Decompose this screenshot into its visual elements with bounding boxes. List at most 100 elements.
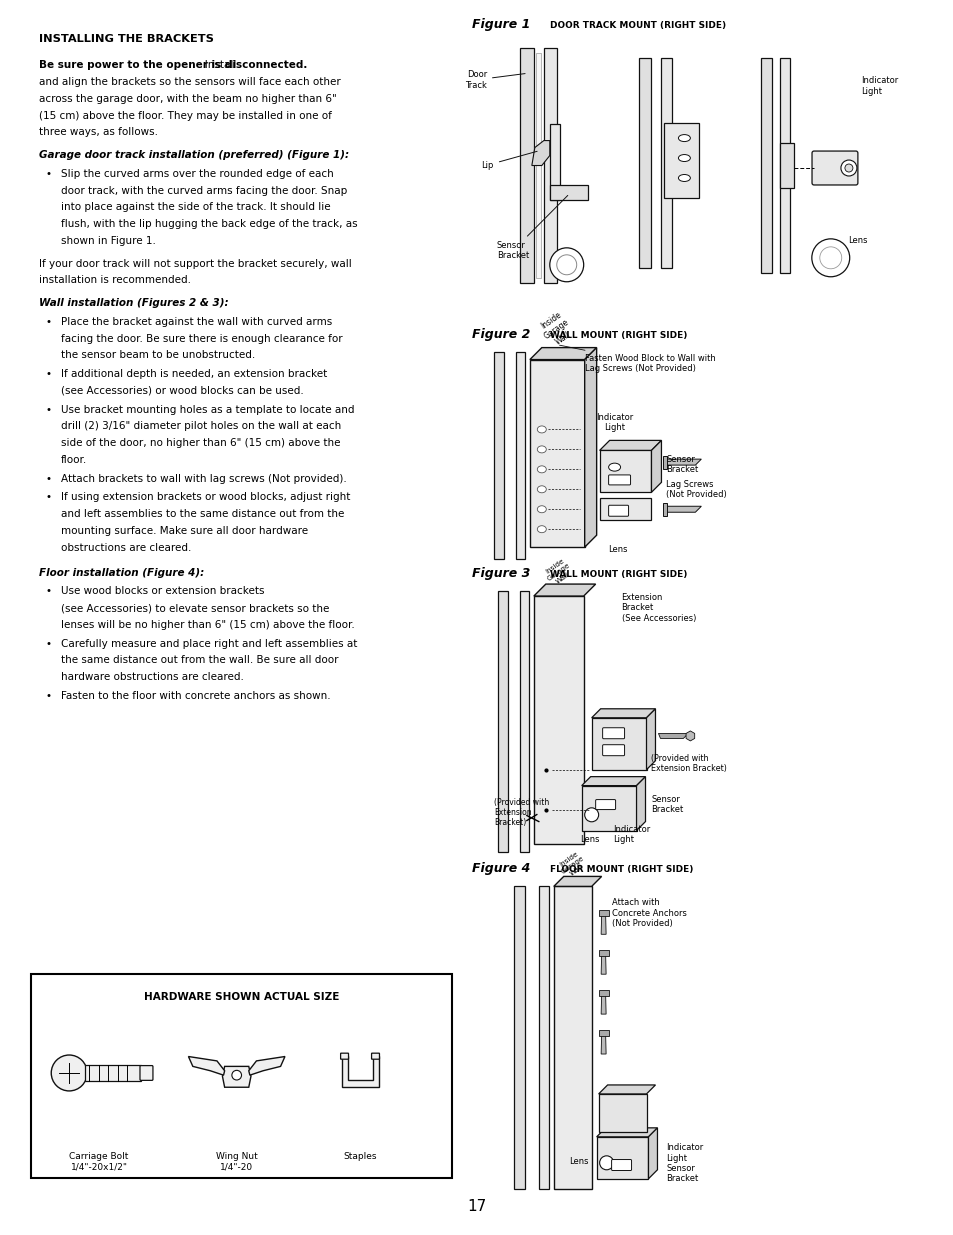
- Ellipse shape: [537, 526, 546, 532]
- Text: Lens: Lens: [579, 836, 598, 845]
- FancyBboxPatch shape: [602, 745, 624, 756]
- Text: Door
Track: Door Track: [465, 70, 524, 90]
- Text: into place against the side of the track. It should lie: into place against the side of the track…: [61, 203, 331, 212]
- Text: Inside
Garage
Wall: Inside Garage Wall: [541, 557, 575, 588]
- Polygon shape: [222, 1066, 251, 1087]
- Polygon shape: [598, 950, 608, 956]
- Text: Inside
Garage
Wall: Inside Garage Wall: [556, 848, 589, 881]
- Text: DOOR TRACK MOUNT (RIGHT SIDE): DOOR TRACK MOUNT (RIGHT SIDE): [549, 21, 725, 31]
- Polygon shape: [600, 1034, 605, 1053]
- Polygon shape: [648, 1128, 657, 1178]
- Polygon shape: [598, 990, 608, 997]
- Text: Wing Nut
1/4"-20: Wing Nut 1/4"-20: [215, 1152, 257, 1171]
- Circle shape: [599, 1156, 613, 1170]
- Text: floor.: floor.: [61, 454, 88, 464]
- Text: Place the bracket against the wall with curved arms: Place the bracket against the wall with …: [61, 317, 332, 327]
- Text: flush, with the lip hugging the back edge of the track, as: flush, with the lip hugging the back edg…: [61, 219, 357, 230]
- Polygon shape: [514, 887, 524, 1189]
- Text: Sensor
Bracket: Sensor Bracket: [666, 454, 698, 474]
- Text: side of the door, no higher than 6" (15 cm) above the: side of the door, no higher than 6" (15 …: [61, 438, 340, 448]
- Text: Sensor
Bracket: Sensor Bracket: [651, 794, 683, 814]
- Polygon shape: [591, 718, 646, 769]
- Text: Be sure power to the opener is disconnected.: Be sure power to the opener is disconnec…: [39, 61, 307, 70]
- Text: Fasten Wood Block to Wall with
Lag Screws (Not Provided): Fasten Wood Block to Wall with Lag Screw…: [558, 345, 715, 373]
- Text: Indicator
Light: Indicator Light: [596, 412, 633, 432]
- Bar: [31, 974, 452, 1178]
- Text: Staples: Staples: [343, 1152, 376, 1161]
- Polygon shape: [599, 498, 651, 520]
- Text: Figure 3: Figure 3: [472, 567, 530, 580]
- Text: (Provided with
Extension
Bracket): (Provided with Extension Bracket): [494, 798, 549, 827]
- Polygon shape: [549, 185, 587, 200]
- Ellipse shape: [537, 466, 546, 473]
- Polygon shape: [596, 1128, 657, 1137]
- Text: (Provided with
Extension Bracket): (Provided with Extension Bracket): [651, 755, 726, 773]
- Polygon shape: [636, 777, 645, 830]
- FancyBboxPatch shape: [811, 151, 857, 185]
- Ellipse shape: [678, 135, 690, 142]
- Text: Indicator
Light: Indicator Light: [666, 1144, 703, 1162]
- Polygon shape: [596, 1137, 648, 1178]
- Text: obstructions are cleared.: obstructions are cleared.: [61, 542, 192, 553]
- Polygon shape: [584, 347, 596, 547]
- Circle shape: [819, 247, 841, 269]
- Text: Indicator
Light: Indicator Light: [613, 825, 650, 845]
- Polygon shape: [662, 503, 667, 516]
- Polygon shape: [249, 1056, 285, 1076]
- Text: •: •: [45, 690, 51, 700]
- FancyBboxPatch shape: [140, 1066, 152, 1081]
- Polygon shape: [497, 592, 507, 852]
- Circle shape: [549, 248, 583, 282]
- Circle shape: [844, 164, 852, 172]
- Polygon shape: [581, 785, 636, 830]
- Text: (see Accessories) to elevate sensor brackets so the: (see Accessories) to elevate sensor brac…: [61, 603, 329, 613]
- Polygon shape: [538, 887, 548, 1189]
- Circle shape: [51, 1055, 87, 1091]
- Text: •: •: [45, 405, 51, 415]
- Text: Carefully measure and place right and left assemblies at: Carefully measure and place right and le…: [61, 638, 357, 648]
- Text: Lens: Lens: [607, 545, 627, 555]
- Circle shape: [557, 254, 577, 274]
- Text: If additional depth is needed, an extension bracket: If additional depth is needed, an extens…: [61, 369, 327, 379]
- Text: door track, with the curved arms facing the door. Snap: door track, with the curved arms facing …: [61, 185, 347, 195]
- Polygon shape: [646, 709, 655, 769]
- Circle shape: [584, 808, 598, 821]
- Polygon shape: [534, 584, 595, 597]
- Polygon shape: [662, 459, 700, 466]
- Text: and align the brackets so the sensors will face each other: and align the brackets so the sensors wi…: [39, 77, 340, 86]
- Polygon shape: [600, 914, 605, 935]
- Polygon shape: [189, 1056, 224, 1076]
- FancyBboxPatch shape: [595, 799, 615, 810]
- Text: If your door track will not support the bracket securely, wall: If your door track will not support the …: [39, 258, 352, 268]
- Polygon shape: [534, 597, 583, 845]
- Polygon shape: [591, 709, 655, 718]
- Text: the sensor beam to be unobstructed.: the sensor beam to be unobstructed.: [61, 351, 255, 361]
- Ellipse shape: [608, 463, 620, 471]
- Text: •: •: [45, 638, 51, 648]
- Polygon shape: [780, 143, 793, 188]
- Text: Install: Install: [39, 61, 236, 70]
- Text: Fasten to the floor with concrete anchors as shown.: Fasten to the floor with concrete anchor…: [61, 690, 331, 700]
- Polygon shape: [599, 451, 651, 493]
- Polygon shape: [600, 994, 605, 1014]
- Ellipse shape: [537, 485, 546, 493]
- Text: Floor installation (Figure 4):: Floor installation (Figure 4):: [39, 568, 204, 578]
- Text: 17: 17: [467, 1199, 486, 1214]
- Text: three ways, as follows.: three ways, as follows.: [39, 127, 158, 137]
- Polygon shape: [494, 352, 503, 559]
- Text: drill (2) 3/16" diameter pilot holes on the wall at each: drill (2) 3/16" diameter pilot holes on …: [61, 421, 341, 431]
- Polygon shape: [600, 955, 605, 974]
- Text: mounting surface. Make sure all door hardware: mounting surface. Make sure all door har…: [61, 526, 308, 536]
- Text: Inside
Garage
Wall: Inside Garage Wall: [537, 309, 577, 350]
- Text: Use bracket mounting holes as a template to locate and: Use bracket mounting holes as a template…: [61, 405, 355, 415]
- Circle shape: [811, 238, 849, 277]
- Text: Figure 4: Figure 4: [472, 862, 530, 876]
- Text: Lens: Lens: [847, 236, 866, 245]
- Polygon shape: [529, 347, 596, 359]
- Polygon shape: [598, 1030, 608, 1036]
- Polygon shape: [663, 124, 699, 198]
- Polygon shape: [519, 592, 528, 852]
- Text: Sensor
Bracket: Sensor Bracket: [666, 1165, 698, 1183]
- FancyBboxPatch shape: [608, 505, 628, 516]
- Polygon shape: [549, 124, 559, 200]
